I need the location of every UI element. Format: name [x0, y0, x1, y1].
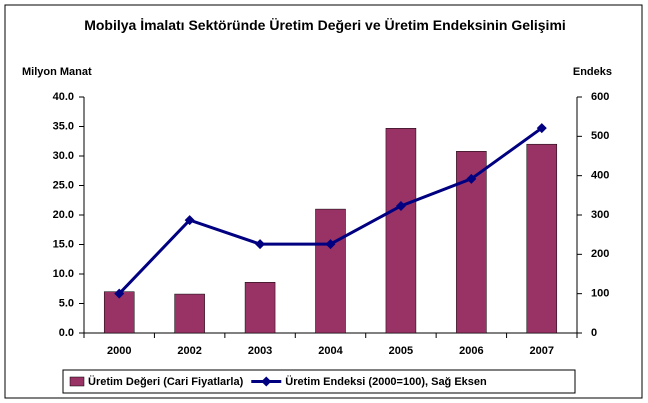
legend-label: Üretim Endeksi (2000=100), Sağ Eksen — [285, 375, 487, 388]
marker — [114, 288, 125, 299]
y2-tick-label: 400 — [591, 170, 609, 182]
marker — [536, 123, 547, 134]
y2-tick-label: 0 — [591, 327, 597, 339]
legend-label: Üretim Değeri (Cari Fiyatlarla) — [88, 375, 244, 388]
y-tick-label: 25.0 — [53, 179, 74, 191]
x-tick-label: 2006 — [459, 345, 483, 357]
bar — [244, 282, 276, 334]
x-tick-label: 2002 — [177, 345, 201, 357]
marker — [255, 239, 266, 250]
y2-tick-label: 200 — [591, 248, 609, 260]
x-tick-label: 2003 — [248, 345, 272, 357]
x-tick-label: 2005 — [389, 345, 413, 357]
y-tick-label: 5.0 — [59, 297, 74, 309]
y-tick-label: 35.0 — [53, 120, 74, 132]
y2-tick-label: 500 — [591, 130, 609, 142]
x-tick-label: 2004 — [318, 345, 343, 357]
bar — [526, 143, 558, 334]
bar — [174, 293, 205, 334]
bar — [385, 128, 417, 334]
x-tick-label: 2007 — [530, 345, 554, 357]
y-tick-label: 10.0 — [53, 268, 74, 280]
x-tick-label: 2000 — [107, 345, 131, 357]
marker — [184, 215, 195, 226]
legend-box — [62, 369, 576, 394]
y2-tick-label: 600 — [591, 91, 609, 103]
marker — [325, 239, 336, 250]
y-tick-label: 40.0 — [53, 91, 74, 103]
chart-title: Mobilya İmalatı Sektöründe Üretim Değeri… — [84, 17, 566, 33]
y-axis-label: Milyon Manat — [22, 66, 92, 78]
marker — [395, 200, 406, 211]
y-tick-label: 30.0 — [53, 150, 74, 162]
bar — [315, 208, 346, 334]
y2-tick-label: 100 — [591, 288, 609, 300]
marker — [466, 173, 477, 184]
legend-swatch — [69, 376, 85, 387]
y-tick-label: 15.0 — [53, 238, 74, 250]
legend-marker — [261, 376, 272, 387]
y-tick-label: 20.0 — [53, 209, 74, 221]
y2-tick-label: 300 — [591, 209, 609, 221]
y2-axis-label: Endeks — [573, 66, 612, 78]
y-tick-label: 0.0 — [59, 327, 74, 339]
